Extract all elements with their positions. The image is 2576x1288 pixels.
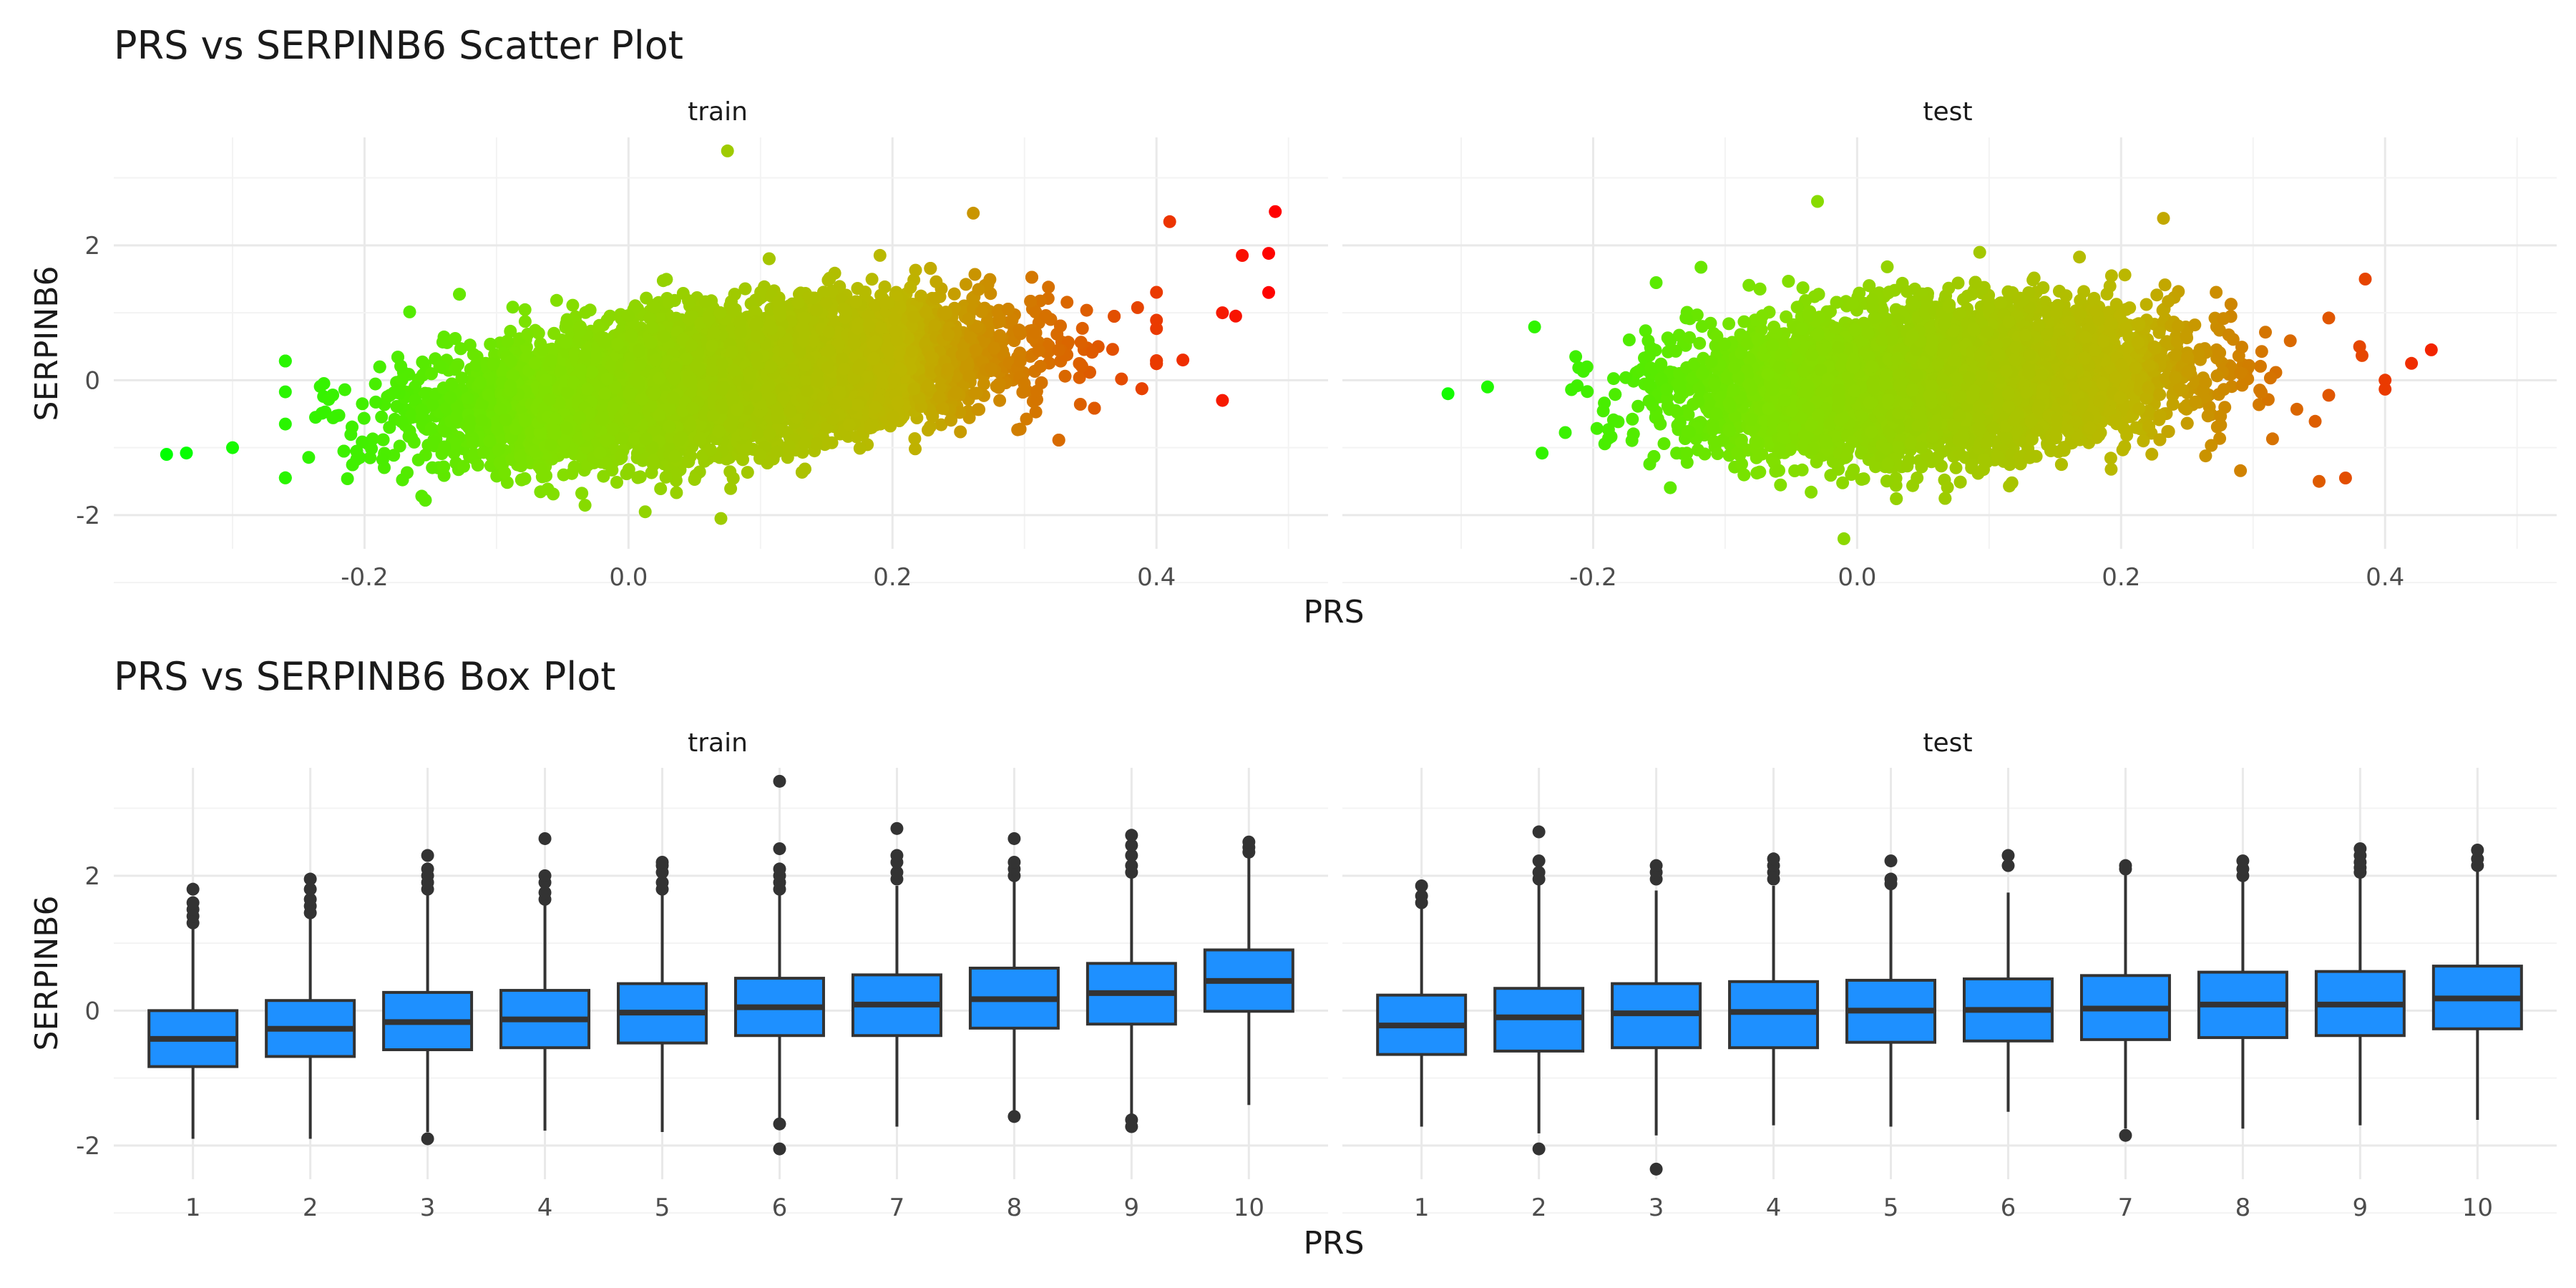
scatter-point	[278, 385, 292, 399]
scatter-point	[959, 278, 972, 291]
scatter-point	[1074, 336, 1088, 349]
scatter-point	[929, 291, 942, 305]
scatter-point	[1042, 280, 1055, 294]
scatter-point	[954, 425, 967, 439]
scatter-point	[578, 499, 592, 512]
scatter-point	[518, 303, 532, 316]
scatter-point	[1060, 296, 1074, 309]
scatter-point	[1073, 398, 1087, 411]
scatter-point	[500, 476, 514, 489]
scatter-point	[504, 324, 517, 338]
scatter-point	[369, 377, 382, 391]
scatter-point	[550, 293, 563, 307]
scatter-point	[357, 411, 371, 425]
scatter-point	[873, 248, 887, 262]
scatter-point	[278, 417, 292, 431]
scatter-point	[930, 275, 943, 288]
scatter-point	[1058, 369, 1072, 383]
scatter-point	[654, 482, 668, 495]
scatter-panel-label-test: test	[1923, 97, 1972, 127]
scatter-point	[1033, 294, 1047, 308]
scatter-figure: PRS vs SERPINB6 Scatter Plot train test …	[29, 23, 2557, 630]
scatter-title: PRS vs SERPINB6 Scatter Plot	[114, 23, 683, 68]
scatter-point	[375, 410, 389, 424]
scatter-point	[670, 486, 683, 499]
scatter-point	[364, 451, 377, 464]
scatter-point	[993, 394, 1007, 407]
scatter-point	[1005, 313, 1019, 327]
scatter-point	[865, 273, 879, 286]
scatter-point	[741, 466, 754, 479]
scatter-point	[610, 476, 623, 489]
scatter-point	[566, 298, 580, 312]
scatter-point	[603, 309, 617, 323]
scatter-panel-label-train: train	[688, 97, 748, 127]
scatter-point	[338, 383, 351, 396]
scatter-point	[1150, 322, 1163, 336]
scatter-points-train	[160, 144, 1282, 525]
scatter-point	[341, 472, 354, 485]
scatter-point	[853, 441, 867, 455]
scatter-point	[1131, 301, 1144, 314]
scatter-point	[935, 418, 948, 431]
scatter-point	[1106, 343, 1119, 356]
scatter-point	[962, 411, 976, 424]
scatter-point	[518, 315, 532, 328]
scatter-point	[638, 505, 652, 519]
scatter-point	[393, 439, 406, 453]
scatter-point	[724, 482, 738, 495]
